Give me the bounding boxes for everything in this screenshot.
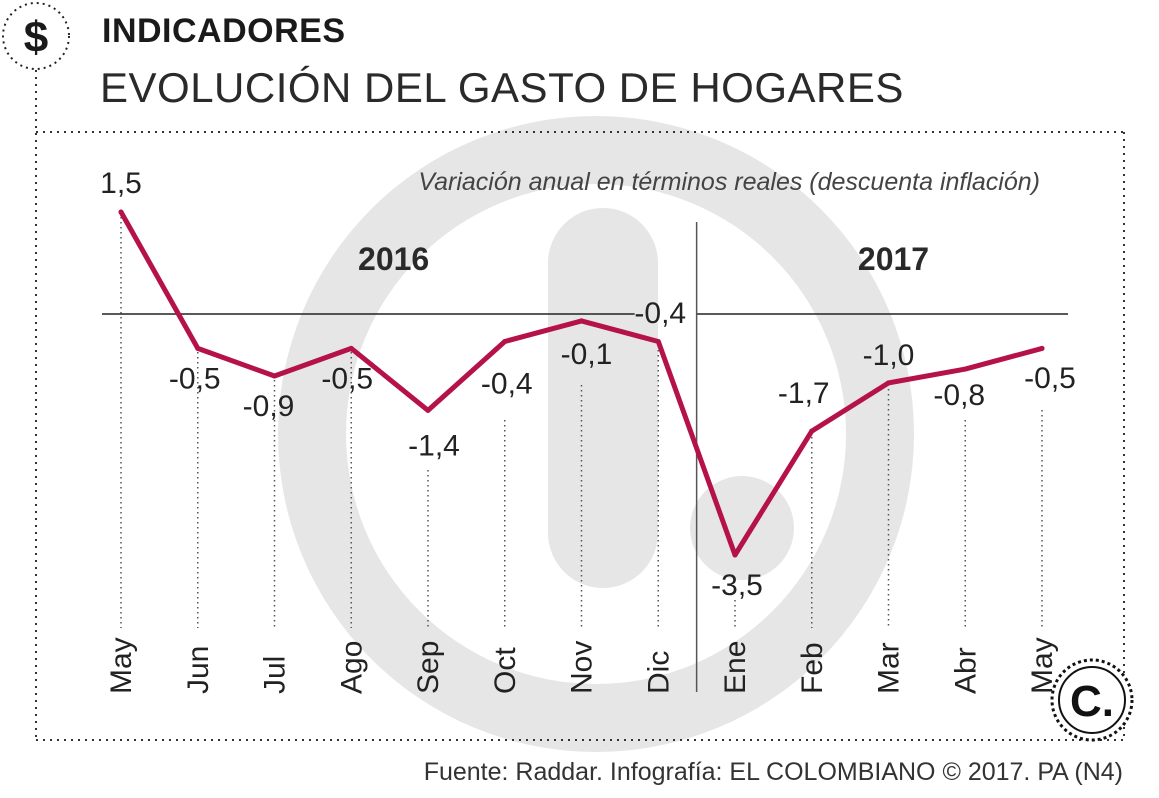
year-label: 2017 (858, 241, 929, 277)
value-label: -0,9 (243, 390, 295, 423)
data-point (118, 209, 124, 215)
month-label: Ene (719, 641, 752, 694)
data-point (809, 428, 815, 434)
data-point (272, 373, 277, 379)
value-label: -3,5 (711, 569, 763, 602)
chart-title: EVOLUCIÓN DEL GASTO DE HOGARES (100, 64, 904, 111)
data-point (579, 318, 584, 324)
data-point (655, 339, 661, 345)
month-label: Sep (412, 641, 445, 694)
month-label: Jul (259, 656, 292, 694)
watermark-logo (278, 116, 914, 752)
value-label: -0,5 (321, 362, 373, 395)
logo: C. (1050, 658, 1134, 742)
month-label: Nov (566, 641, 599, 694)
data-point (1039, 345, 1045, 351)
value-label: -1,7 (778, 377, 830, 410)
value-label: -0,1 (561, 338, 613, 371)
month-label: Feb (796, 642, 829, 694)
data-point (195, 345, 201, 351)
data-point (348, 345, 354, 351)
chart-subtitle: Variación anual en términos reales (desc… (418, 168, 1040, 196)
plot-area: Variación anual en términos reales (desc… (100, 167, 1076, 694)
month-label: Mar (873, 642, 906, 694)
year-label: 2016 (358, 241, 429, 277)
value-label: -1,0 (863, 339, 915, 372)
data-point (886, 380, 891, 386)
month-label: May (105, 637, 138, 694)
value-label: -0,8 (933, 379, 985, 412)
value-label: -0,4 (634, 297, 686, 330)
currency-icon: $ (2, 2, 70, 70)
value-label: -0,5 (1024, 362, 1076, 395)
data-point (732, 552, 738, 558)
logo-letter: C. (1070, 677, 1114, 726)
topic-label: INDICADORES (102, 12, 346, 50)
data-point (962, 366, 968, 372)
value-label: 1,5 (100, 167, 142, 200)
month-label: Abr (949, 647, 982, 694)
month-label: Jun (182, 646, 215, 694)
data-point (502, 339, 508, 345)
source-credit: Fuente: Raddar. Infografía: EL COLOMBIAN… (423, 758, 1123, 786)
currency-symbol: $ (24, 13, 48, 62)
value-label: -1,4 (408, 429, 460, 462)
month-label: Oct (489, 647, 522, 694)
data-point (425, 407, 431, 413)
month-label: Ago (335, 641, 368, 694)
value-label: -0,5 (169, 362, 221, 395)
value-label: -0,4 (481, 368, 533, 401)
month-label: Dic (642, 651, 675, 694)
